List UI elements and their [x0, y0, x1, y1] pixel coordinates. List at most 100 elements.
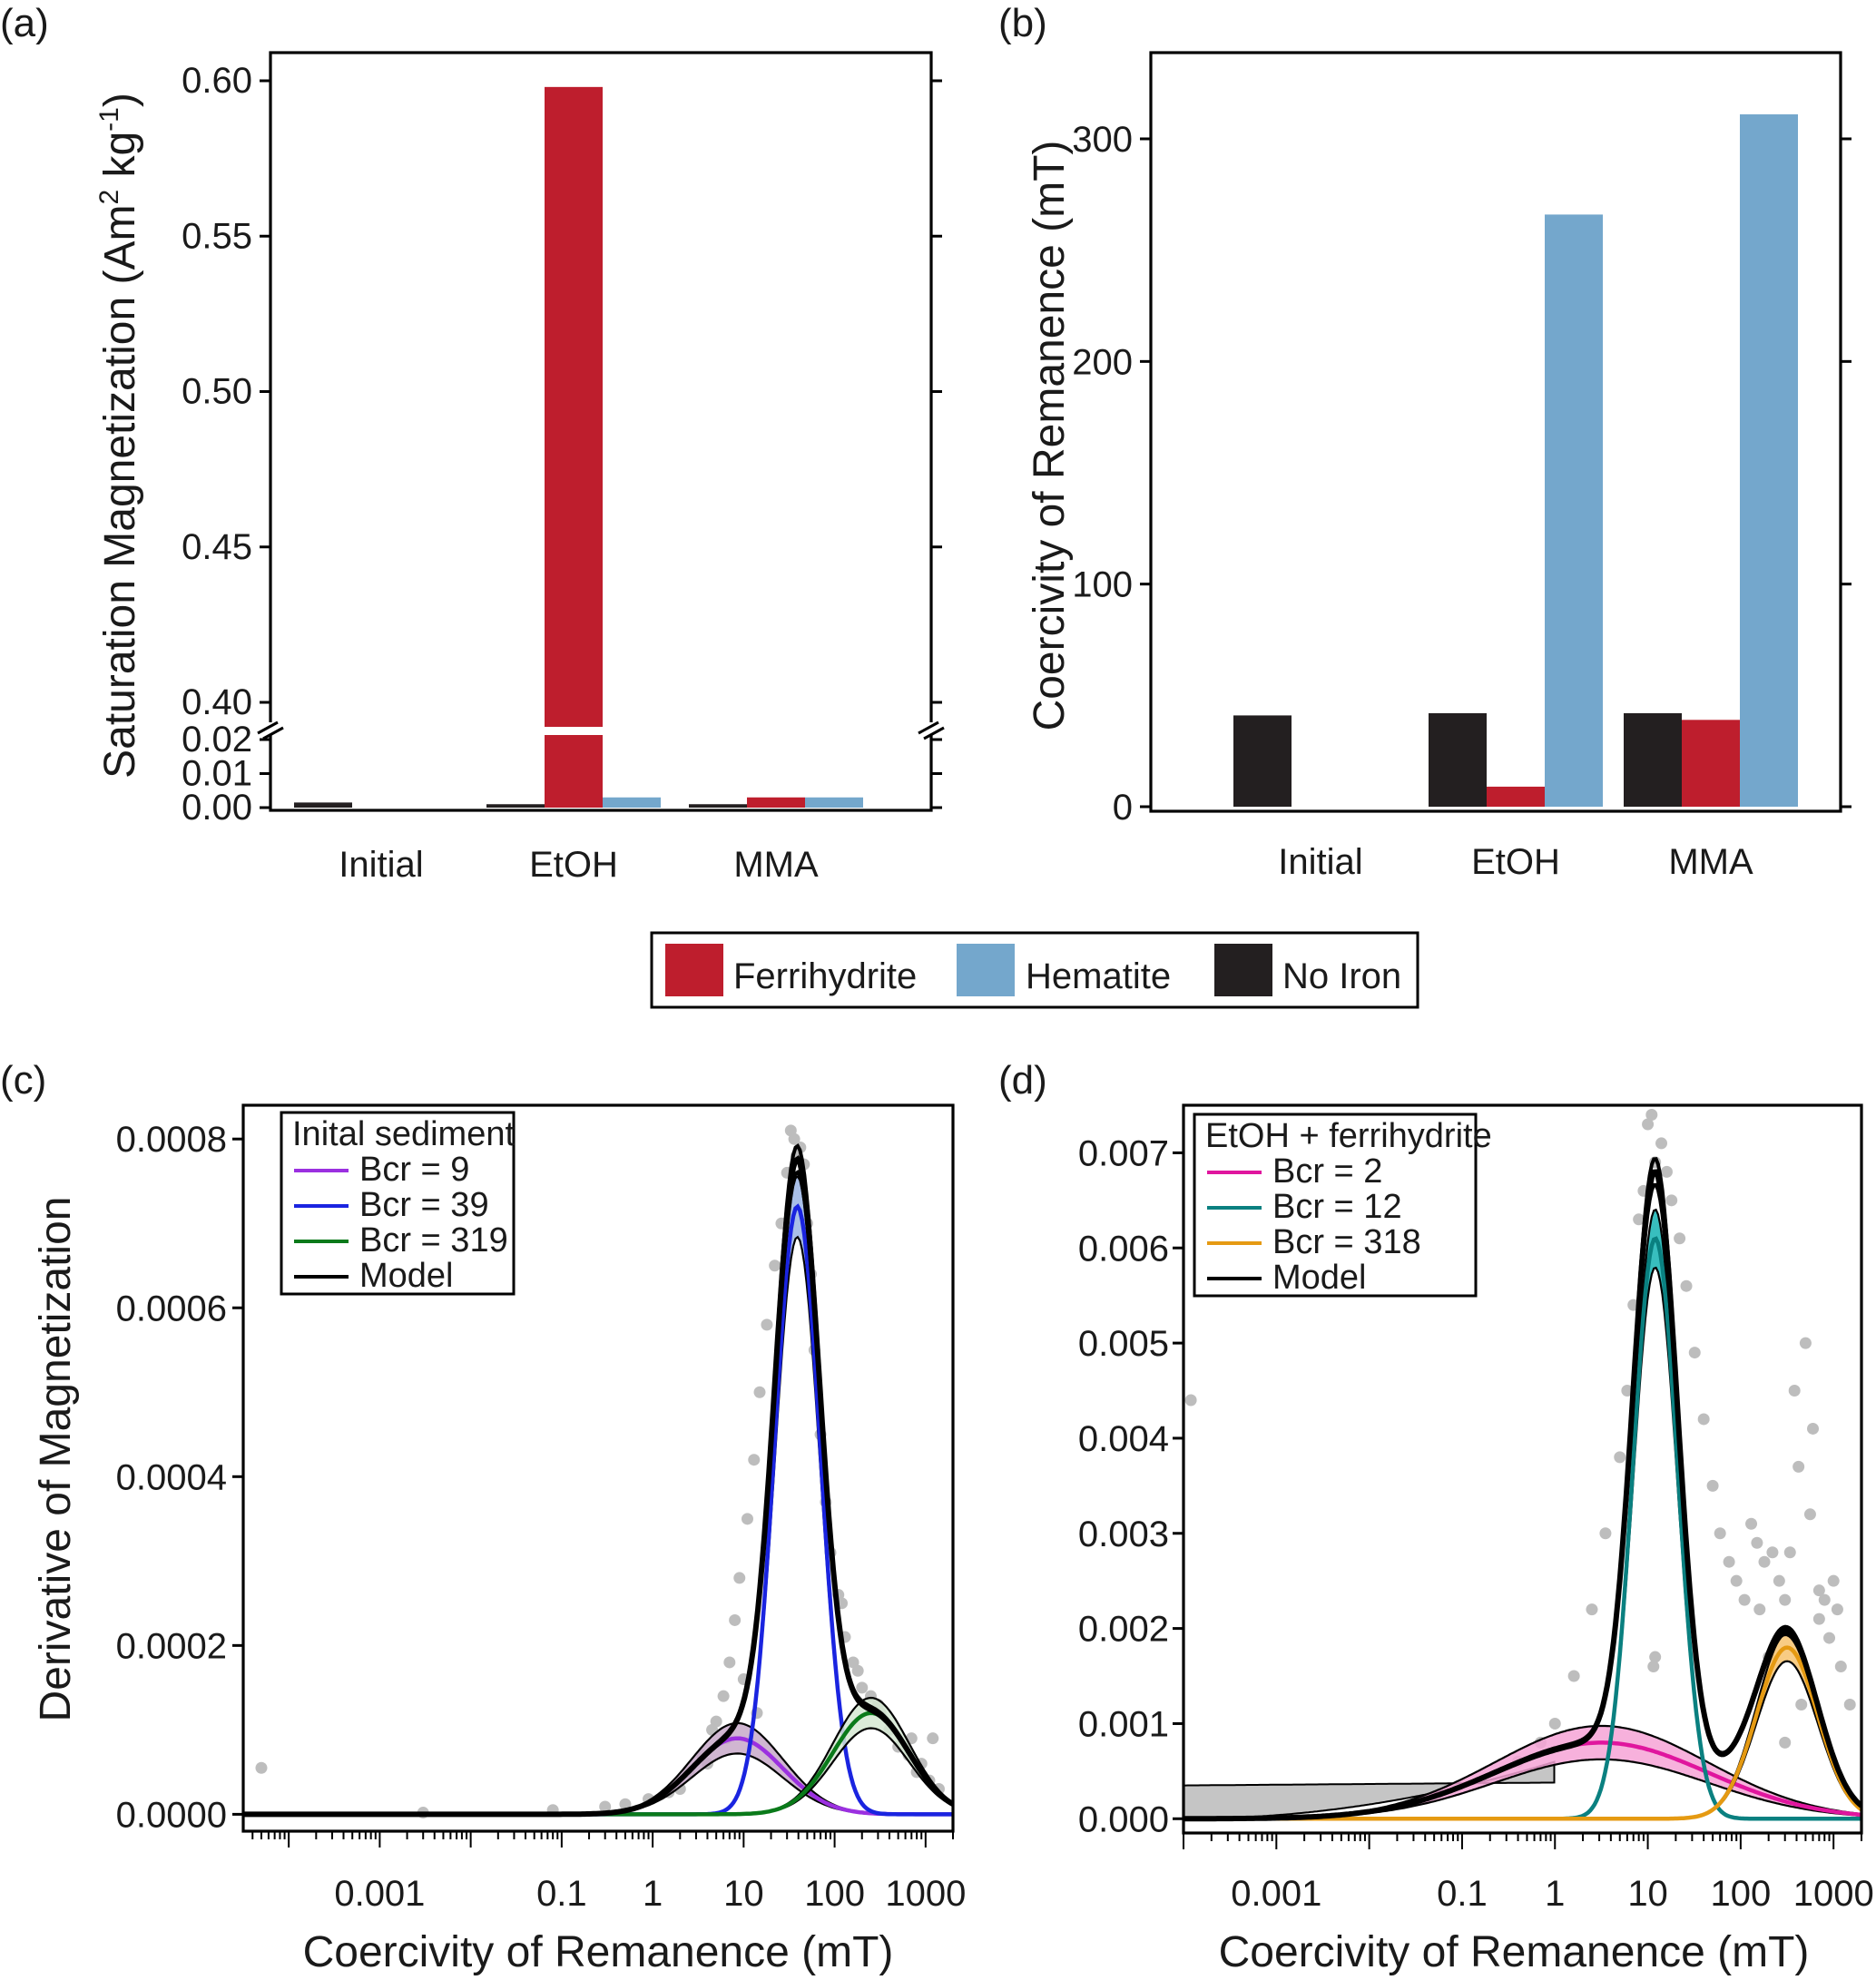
x-tick-label: 10 [1627, 1874, 1668, 1914]
scatter-point [1793, 1460, 1805, 1473]
scatter-point [1795, 1698, 1808, 1710]
x-tick-label: MMA [733, 845, 819, 885]
x-tick-label: 0.1 [1437, 1874, 1488, 1914]
legend-label: Bcr = 318 [1272, 1223, 1421, 1261]
legend-label: Bcr = 9 [359, 1151, 469, 1189]
legend-frame [280, 1111, 516, 1296]
legend-frame [1193, 1113, 1478, 1298]
chart-a-ticks: 0.000.010.020.40 0.45 0.50 0.55 0.60 [182, 61, 945, 828]
scatter-point [1649, 1651, 1662, 1663]
x-tick-label: 1 [643, 1874, 663, 1914]
y-tick-label: 0.005 [1078, 1324, 1169, 1364]
scatter-point [599, 1800, 612, 1813]
scatter-point [1621, 1385, 1634, 1397]
scatter-point [1812, 1612, 1825, 1625]
scatter-point [1680, 1279, 1693, 1292]
y-tick-label: 0.004 [1078, 1419, 1169, 1459]
scatter-point [851, 1664, 864, 1677]
bar-no-iron [486, 804, 545, 808]
legend-swatch-no-iron [1214, 944, 1272, 996]
x-tick-label: Initial [1278, 842, 1362, 882]
scatter-point [255, 1761, 268, 1774]
chart-d-plot-area [1184, 1108, 1861, 1822]
chart-b-bars [1233, 114, 1798, 808]
chart-c-xlabel: Coercivity of Remanence (mT) [303, 1928, 894, 1976]
bar-hematite [1740, 114, 1798, 808]
y-tick-label: 0.0006 [116, 1289, 227, 1328]
scatter-point [717, 1690, 730, 1702]
scatter-point [1184, 1394, 1197, 1407]
legend-label-ferrihydrite: Ferrihydrite [733, 956, 917, 996]
chart-c-frame [241, 1103, 955, 1833]
chart-b-x-tick-labels: Initial EtOH MMA [1278, 842, 1753, 882]
legend-label: Bcr = 319 [359, 1221, 508, 1260]
y-tick-label: 200 [1072, 342, 1133, 382]
scatter-point [1614, 1451, 1626, 1464]
y-tick-label: 0.0004 [116, 1457, 227, 1497]
panel-label-d: (d) [998, 1058, 1047, 1103]
chart-a-bars [294, 86, 863, 809]
x-tick-label: 1000 [885, 1874, 966, 1914]
scatter-point [1818, 1593, 1831, 1606]
legend-label: Model [1272, 1259, 1367, 1297]
x-tick-label: Initial [339, 845, 423, 885]
plot-content [1184, 1108, 1861, 1822]
scatter-point [1655, 1137, 1668, 1150]
bar-ferrihydrite [747, 797, 805, 808]
scatter-point [619, 1798, 632, 1810]
axis-break-mark [923, 726, 945, 740]
axis-break-mark [262, 726, 284, 740]
scatter-point [1688, 1347, 1701, 1359]
bar-hematite [1545, 214, 1603, 807]
x-tick-label: 0.001 [334, 1874, 425, 1914]
x-tick-label: 100 [804, 1874, 865, 1914]
component-line [1184, 1236, 1861, 1821]
scatter-point [1773, 1574, 1785, 1587]
component-band [1184, 1724, 1861, 1820]
scatter-point [748, 1454, 761, 1466]
plot-content [243, 1124, 953, 1819]
x-tick-label: 0.1 [536, 1874, 587, 1914]
scatter-point [1665, 1194, 1678, 1207]
chart-c-ticks: 0.0000 0.0002 0.0004 0.0006 0.0008 0.001 0.1 1 1… [116, 1120, 967, 1914]
scatter-point [1807, 1422, 1820, 1435]
component-band [1184, 1208, 1861, 1820]
chart-c-plot-area [243, 1124, 953, 1819]
scatter-point [1823, 1632, 1836, 1644]
bar-legend: Ferrihydrite Hematite No Iron [650, 931, 1419, 1009]
chart-d-frame [1182, 1103, 1863, 1835]
model-line [1184, 1169, 1861, 1822]
bar-no-iron [1624, 712, 1682, 807]
y-tick-label: 0.0008 [116, 1120, 227, 1160]
scatter-point [1745, 1517, 1758, 1530]
scatter-point [1799, 1337, 1812, 1349]
scatter-point [733, 1572, 746, 1584]
chart-c-initial-sediment: Derivative of Magnetization Coercivity o… [32, 1103, 967, 1976]
bar-hematite [805, 797, 863, 808]
legend-label: Bcr = 12 [1272, 1188, 1402, 1226]
scatter-point [788, 1132, 800, 1145]
chart-d-xlabel: Coercivity of Remanence (mT) [1219, 1928, 1810, 1976]
chart-b-coercivity: Coercivity of Remanence (mT) 0100200300 … [1026, 51, 1851, 882]
chart-d-ticks: 0.000 0.001 0.002 0.003 0.004 0.005 0.006 0.007… [1078, 1133, 1874, 1914]
bar-ferrihydrite [1682, 720, 1740, 807]
y-tick-label: 0.001 [1078, 1704, 1169, 1744]
y-tick-label: 0.003 [1078, 1514, 1169, 1554]
scatter-point [1599, 1527, 1612, 1540]
chart-b-frame [1149, 51, 1842, 813]
y-tick-label: 0.00 [182, 788, 252, 828]
legend-label-no-iron: No Iron [1282, 956, 1401, 996]
y-tick-label: 0.60 [182, 61, 252, 101]
scatter-point [1642, 1118, 1655, 1131]
scatter-point [1812, 1584, 1825, 1597]
scatter-point [1843, 1698, 1856, 1710]
y-tick-label: 0.01 [182, 754, 252, 794]
y-tick-label: 100 [1072, 565, 1133, 605]
scatter-point [741, 1513, 753, 1525]
scatter-point [1758, 1555, 1771, 1568]
y-tick-label: 0.40 [182, 682, 252, 722]
chart-a-x-tick-labels: Initial EtOH MMA [339, 845, 819, 885]
